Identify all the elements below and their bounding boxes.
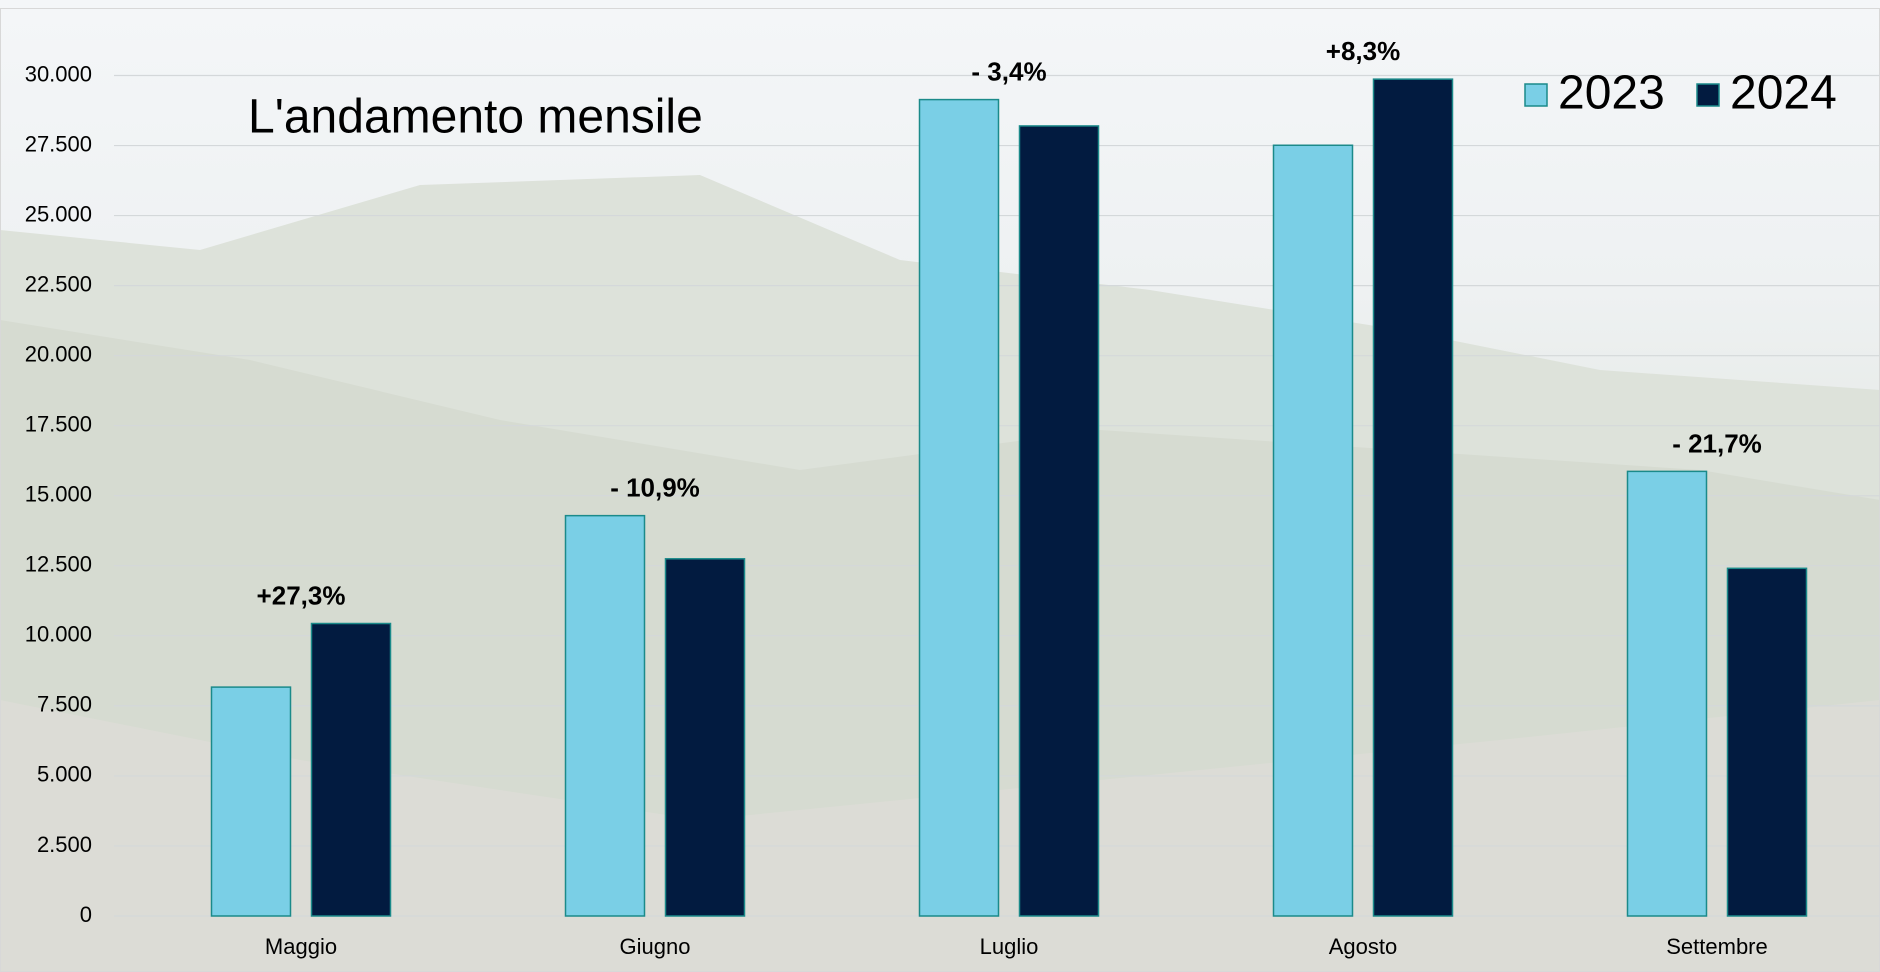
- y-tick-label: 22.500: [25, 271, 92, 296]
- y-tick-label: 15.000: [25, 482, 92, 507]
- y-tick-label: 5.000: [37, 762, 92, 787]
- x-tick-label: Luglio: [980, 934, 1039, 959]
- chart-title: L'andamento mensile: [248, 91, 703, 144]
- y-tick-label: 10.000: [25, 622, 92, 647]
- y-tick-label: 25.000: [25, 201, 92, 226]
- change-label: +8,3%: [1326, 36, 1400, 66]
- bar: [918, 98, 1000, 917]
- legend-swatch: [1696, 83, 1720, 107]
- x-tick-label: Maggio: [265, 934, 337, 959]
- change-label: +27,3%: [257, 580, 346, 610]
- x-tick-label: Giugno: [620, 934, 691, 959]
- y-tick-label: 20.000: [25, 341, 92, 366]
- legend-label: 2023: [1558, 67, 1665, 120]
- bar: [1626, 470, 1708, 917]
- y-tick-label: 0: [80, 902, 92, 927]
- legend-swatch: [1524, 83, 1548, 107]
- bar: [664, 558, 746, 917]
- change-label: - 21,7%: [1672, 428, 1762, 458]
- y-tick-label: 17.500: [25, 412, 92, 437]
- bar: [1272, 144, 1354, 917]
- change-label: - 3,4%: [971, 56, 1046, 86]
- y-tick-label: 7.500: [37, 692, 92, 717]
- x-tick-label: Agosto: [1329, 934, 1398, 959]
- x-tick-label: Settembre: [1666, 934, 1768, 959]
- y-tick-label: 12.500: [25, 552, 92, 577]
- y-tick-label: 30.000: [25, 61, 92, 86]
- y-tick-label: 2.500: [37, 832, 92, 857]
- y-tick-label: 27.500: [25, 131, 92, 156]
- change-label: - 10,9%: [610, 473, 700, 503]
- bar: [310, 622, 392, 917]
- bar: [1372, 78, 1454, 917]
- bar: [210, 686, 292, 917]
- bar: [1726, 567, 1808, 917]
- bar: [564, 514, 646, 917]
- legend-label: 2024: [1730, 67, 1837, 120]
- bar: [1018, 125, 1100, 917]
